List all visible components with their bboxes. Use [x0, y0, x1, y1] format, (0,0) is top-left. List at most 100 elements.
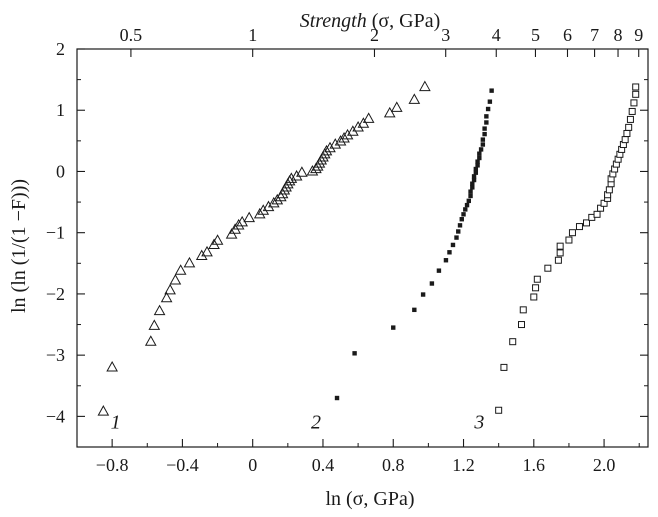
series-3-point	[518, 321, 526, 329]
x-tick-label: 2.0	[593, 455, 616, 475]
series-1-point	[144, 335, 157, 346]
series-2-point	[475, 159, 480, 164]
series-3-point	[632, 90, 640, 98]
series-3-point	[500, 363, 508, 371]
y-tick-label: −2	[46, 284, 65, 304]
series-1-point	[253, 207, 266, 219]
x-axis-title: ln (σ, GPa)	[325, 488, 414, 510]
series-labels: 1 2 3	[111, 411, 485, 433]
series-1-point	[174, 264, 187, 275]
series-1-point	[232, 218, 245, 230]
series-1-point	[419, 80, 431, 92]
top-axis-title-rest: (σ, GPa)	[367, 10, 441, 32]
series-1-point	[257, 204, 270, 215]
series-3-point	[533, 275, 541, 283]
series-2-point	[454, 235, 459, 240]
series-1-point	[315, 154, 328, 165]
series-2-point	[461, 212, 466, 217]
y-tick-label: 1	[56, 100, 65, 120]
top-tick-label: 5	[531, 25, 540, 45]
series-3-point	[621, 136, 629, 144]
series-1-point	[329, 138, 342, 149]
series-2-point	[482, 131, 487, 137]
series-1-point	[324, 141, 336, 153]
plot-frame	[76, 48, 649, 448]
series-2-point	[473, 166, 479, 172]
series-2-point	[487, 99, 493, 104]
series-2-point	[334, 395, 340, 401]
series-3-point	[530, 293, 538, 301]
series-3-label: 3	[473, 411, 484, 433]
series-1-point	[97, 405, 110, 416]
series-3-point	[532, 284, 540, 292]
series-3-point	[556, 249, 564, 257]
series-3-point	[509, 338, 517, 346]
series-3-point	[575, 223, 583, 231]
series-2-point	[468, 193, 473, 199]
series-1-point	[408, 93, 421, 104]
series-2-point	[352, 351, 357, 356]
series-1-point	[352, 120, 364, 132]
series-3-point	[583, 219, 591, 227]
series-2-point	[473, 170, 479, 175]
series-1-point	[106, 360, 118, 372]
series-1-point	[195, 249, 208, 261]
series-3-point	[554, 256, 562, 264]
series-1-point	[160, 291, 173, 303]
top-tick-label: 7	[590, 25, 599, 45]
series-1-point	[274, 190, 287, 202]
x-tick-label: 0.4	[312, 455, 335, 475]
x-tick-label: 0.8	[382, 455, 405, 475]
series-3-point	[565, 236, 573, 244]
series-3-point	[632, 83, 640, 91]
series-2-point	[391, 325, 396, 330]
series-1-point	[183, 256, 196, 268]
series-1-point	[318, 147, 331, 159]
series-1-point	[153, 304, 166, 316]
series-1-point	[390, 101, 403, 112]
series-2-point	[412, 307, 417, 313]
data-points	[97, 80, 640, 416]
x-tick-label: 1.2	[452, 455, 475, 475]
series-3-point	[625, 123, 633, 131]
series-1-point	[169, 274, 182, 285]
series-1-point	[334, 135, 347, 146]
series-2-point	[484, 114, 489, 119]
top-tick-label: 8	[614, 25, 623, 45]
y-axis-title: ln (ln (1/(1 −F)))	[8, 179, 30, 313]
top-tick-label: 6	[563, 25, 572, 45]
series-2-point	[456, 229, 461, 234]
series-2-point	[470, 185, 475, 190]
series-1-point	[201, 245, 213, 257]
series-1-point	[262, 200, 275, 212]
series-2-point	[475, 163, 480, 168]
series-2-point	[480, 137, 486, 142]
series-2-point	[471, 177, 477, 183]
top-tick-label: 3	[441, 25, 450, 45]
series-2-point	[480, 142, 486, 147]
series-2-label: 2	[311, 411, 321, 433]
series-1-point	[211, 234, 224, 245]
series-3-point	[556, 242, 564, 250]
series-3-point	[597, 204, 605, 212]
series-2-point	[457, 223, 463, 228]
series-3-point	[519, 306, 527, 314]
series-2-point	[447, 250, 452, 255]
series-3-point	[593, 210, 601, 218]
series-3-point	[600, 199, 608, 207]
series-1-point	[341, 128, 354, 140]
series-1-point	[271, 193, 284, 205]
series-3-point	[628, 107, 636, 115]
series-1-point	[267, 196, 280, 208]
top-tick-label: 1	[248, 25, 257, 45]
series-3-point	[626, 115, 634, 123]
y-tick-label: 2	[56, 39, 65, 59]
x-tick-label: 0	[248, 455, 257, 475]
series-1-point	[383, 106, 396, 118]
series-1-point	[296, 166, 308, 177]
series-2-point	[478, 147, 484, 152]
series-2-point	[468, 189, 473, 194]
series-1-point	[290, 169, 303, 181]
series-2-point	[429, 281, 435, 286]
